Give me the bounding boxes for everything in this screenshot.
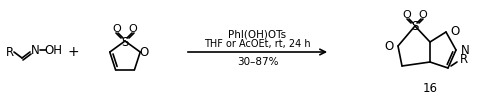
Text: O: O — [385, 39, 394, 53]
Text: +: + — [67, 45, 79, 59]
Text: O: O — [419, 10, 428, 20]
Text: 16: 16 — [423, 82, 437, 94]
Text: O: O — [128, 24, 137, 34]
Text: S: S — [122, 35, 128, 49]
Text: O: O — [139, 46, 149, 59]
Text: PhI(OH)OTs: PhI(OH)OTs — [229, 29, 287, 39]
Text: THF or AcOEt, rt, 24 h: THF or AcOEt, rt, 24 h — [204, 39, 311, 49]
Text: O: O — [450, 24, 459, 38]
Text: N: N — [31, 44, 39, 57]
Text: O: O — [403, 10, 411, 20]
Text: 30–87%: 30–87% — [237, 57, 278, 67]
Text: N: N — [461, 44, 470, 57]
Text: S: S — [411, 20, 419, 33]
Text: R: R — [460, 53, 468, 65]
Text: O: O — [113, 24, 122, 34]
Text: OH: OH — [44, 44, 62, 57]
Text: R: R — [6, 45, 14, 59]
